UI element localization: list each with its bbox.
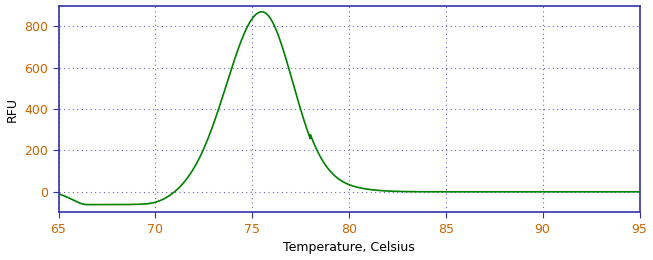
X-axis label: Temperature, Celsius: Temperature, Celsius [283, 242, 415, 255]
Y-axis label: RFU: RFU [6, 96, 18, 121]
